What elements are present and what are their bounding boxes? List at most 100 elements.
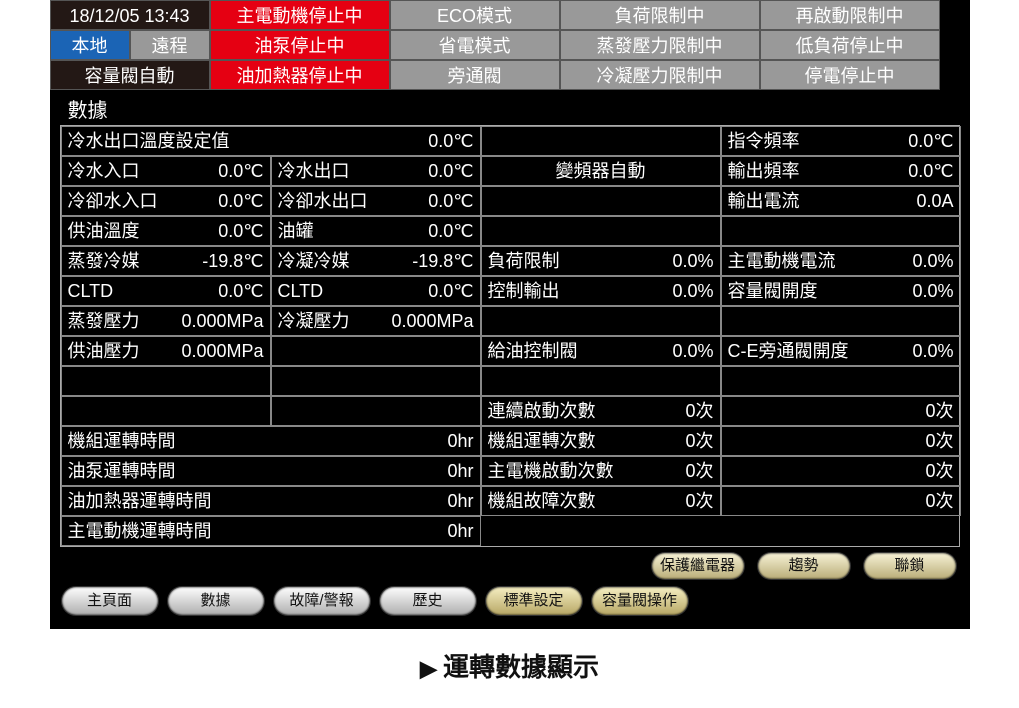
data-cell: 冷凝壓力0.000MPa [271, 306, 481, 336]
data-cell [721, 306, 961, 336]
cell-value: 0.0% [912, 247, 953, 275]
cell-value: 0次 [925, 457, 953, 485]
cell-value: 0.0℃ [428, 217, 473, 245]
status-local[interactable]: 本地 [50, 30, 130, 60]
nav-button-row: 主頁面數據故障/警報歷史標準設定容量閥操作 [50, 581, 970, 629]
data-cell: 油泵運轉時間 0hr [61, 456, 481, 486]
cell-value: 0.0℃ [908, 127, 953, 155]
status-eco: ECO模式 [390, 0, 560, 30]
status-load-limit: 負荷限制中 [560, 0, 760, 30]
data-cell: 油加熱器運轉時間 0hr [61, 486, 481, 516]
data-cell: 冷水入口0.0℃ [61, 156, 271, 186]
cell-value: 0.0℃ [218, 187, 263, 215]
cell-label: 冷凝冷媒 [278, 247, 350, 275]
caption-text: 運轉數據顯示 [443, 652, 599, 682]
cell-value: 0.000MPa [181, 307, 263, 335]
cell-value: 0hr [447, 457, 473, 485]
cell-label: CLTD [68, 277, 114, 305]
data-cell: 冷水出口溫度設定值0.0℃ [61, 126, 481, 156]
section-title: 數據 [50, 90, 970, 125]
status-local-remote[interactable]: 本地 遠程 [50, 30, 210, 60]
data-cell: 輸出頻率0.0℃ [721, 156, 961, 186]
nav-button[interactable]: 歷史 [380, 587, 476, 615]
data-cell: 指令頻率 0.0℃ [721, 126, 961, 156]
data-cell [721, 516, 961, 546]
cell-value: 0hr [447, 487, 473, 515]
cell-label: CLTD [278, 277, 324, 305]
cell-label: 機組運轉時間 [68, 427, 176, 455]
status-powerfail: 停電停止中 [760, 60, 940, 90]
cell-label: 連續啟動次數 [488, 397, 596, 425]
data-cell: CLTD 0.0℃ [271, 276, 481, 306]
cell-value: 0.0% [912, 337, 953, 365]
cell-value: 0hr [447, 427, 473, 455]
data-cell [481, 516, 721, 546]
data-cell: 供油壓力0.000MPa [61, 336, 271, 366]
cell-value: 0次 [925, 397, 953, 425]
cell-label: 冷凝壓力 [278, 307, 350, 335]
status-main-motor: 主電動機停止中 [210, 0, 390, 30]
data-cell: 機組故障次數 0次 [481, 486, 721, 516]
data-cell [61, 396, 271, 426]
cell-label: 給油控制閥 [488, 337, 578, 365]
cell-value: 0.0℃ [428, 157, 473, 185]
status-datetime: 18/12/05 13:43 [50, 0, 210, 30]
cell-value: 0.000MPa [181, 337, 263, 365]
data-cell: 蒸發壓力 0.000MPa [61, 306, 271, 336]
caption: ▶運轉數據顯示 [0, 629, 1019, 708]
cell-label: C-E旁通閥開度 [728, 337, 849, 365]
cell-label: 冷水入口 [68, 157, 140, 185]
nav-button[interactable]: 標準設定 [486, 587, 582, 615]
triangle-icon: ▶ [420, 656, 437, 681]
status-capacity-auto: 容量閥自動 [50, 60, 210, 90]
cell-label: 指令頻率 [728, 127, 800, 155]
nav-button[interactable]: 數據 [168, 587, 264, 615]
cell-label: 蒸發冷媒 [68, 247, 140, 275]
right-button[interactable]: 保護繼電器 [652, 553, 744, 579]
nav-button[interactable]: 故障/警報 [274, 587, 370, 615]
cell-label: 冷卻水出口 [278, 187, 368, 215]
data-cell [481, 186, 721, 216]
data-cell: 0次 [721, 486, 961, 516]
cell-label: 機組故障次數 [488, 487, 596, 515]
cell-label: 油加熱器運轉時間 [68, 487, 212, 515]
right-button-row: 保護繼電器趨勢聯鎖 [50, 547, 970, 581]
data-cell: 冷卻水出口 0.0℃ [271, 186, 481, 216]
data-cell [721, 216, 961, 246]
nav-button[interactable]: 主頁面 [62, 587, 158, 615]
cell-label: 主電動機電流 [728, 247, 836, 275]
data-cell: CLTD0.0℃ [61, 276, 271, 306]
cell-value: 0hr [447, 517, 473, 545]
cell-label: 輸出電流 [728, 187, 800, 215]
status-cond-limit: 冷凝壓力限制中 [560, 60, 760, 90]
status-remote[interactable]: 遠程 [130, 30, 210, 60]
cell-label: 冷水出口 [278, 157, 350, 185]
data-grid: 冷水出口溫度設定值0.0℃指令頻率0.0℃冷水入口0.0℃冷水出口0.0℃變頻器… [60, 125, 960, 547]
cell-value: 0.0℃ [428, 277, 473, 305]
right-button[interactable]: 聯鎖 [864, 553, 956, 579]
cell-value: 0次 [685, 487, 713, 515]
cell-label: 容量閥開度 [728, 277, 818, 305]
cell-value: 0.0℃ [428, 187, 473, 215]
cell-value: 0次 [925, 487, 953, 515]
cell-value: 0次 [685, 457, 713, 485]
data-cell: 主電動機電流 0.0% [721, 246, 961, 276]
data-cell: 主電動機運轉時間 0hr [61, 516, 481, 546]
cell-value: -19.8℃ [202, 247, 263, 275]
cell-value: 0.0% [912, 277, 953, 305]
cell-label: 油泵運轉時間 [68, 457, 176, 485]
data-cell [481, 306, 721, 336]
cell-label: 蒸發壓力 [68, 307, 140, 335]
data-cell: 容量閥開度 0.0% [721, 276, 961, 306]
data-cell: 冷凝冷媒 -19.8℃ [271, 246, 481, 276]
cell-label: 機組運轉次數 [488, 427, 596, 455]
data-cell: 0次 [721, 426, 961, 456]
cell-label: 變頻器自動 [556, 157, 646, 185]
hmi-screen: 18/12/05 13:43 主電動機停止中 ECO模式 負荷限制中 再啟動限制… [50, 0, 970, 629]
right-button[interactable]: 趨勢 [758, 553, 850, 579]
data-cell [271, 396, 481, 426]
nav-button[interactable]: 容量閥操作 [592, 587, 688, 615]
cell-value: -19.8℃ [412, 247, 473, 275]
cell-label: 主電動機運轉時間 [68, 517, 212, 545]
status-bar: 18/12/05 13:43 主電動機停止中 ECO模式 負荷限制中 再啟動限制… [50, 0, 970, 90]
